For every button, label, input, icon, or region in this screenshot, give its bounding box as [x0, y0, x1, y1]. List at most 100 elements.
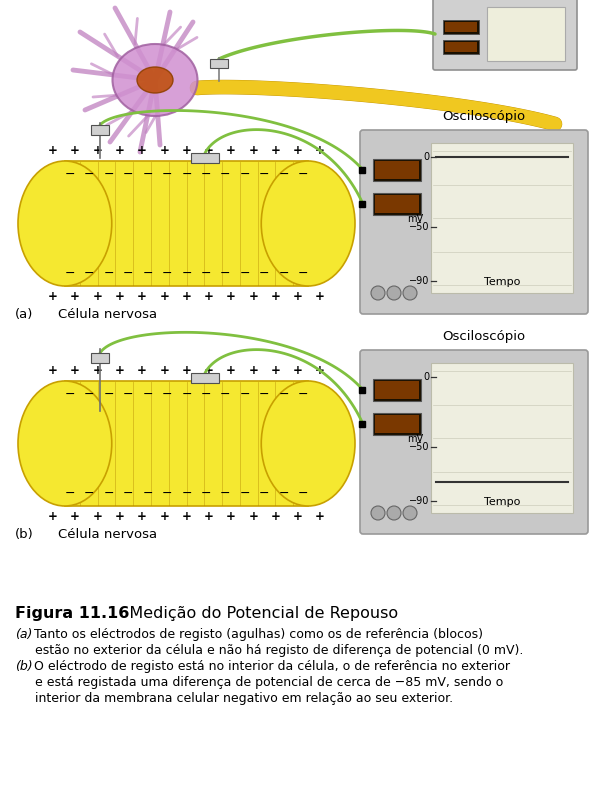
Text: +: + [271, 290, 280, 304]
Text: +: + [115, 290, 124, 304]
Bar [431, 143, 573, 293]
Text: −: − [65, 267, 75, 280]
Text: +: + [204, 364, 214, 376]
Ellipse shape [112, 44, 198, 116]
Text: +: + [293, 290, 303, 304]
Text: −: − [259, 168, 270, 181]
Text: +: + [248, 510, 258, 524]
Text: +: + [315, 143, 325, 156]
Text: −: − [298, 267, 308, 280]
Text: +: + [181, 143, 192, 156]
Text: +: + [293, 143, 303, 156]
Bar [375, 415, 419, 433]
Text: −: − [123, 168, 133, 181]
Text: +: + [115, 364, 124, 376]
Text: mV: mV [407, 214, 423, 224]
Bar [445, 22, 477, 32]
Text: +: + [137, 290, 147, 304]
Text: −: − [220, 388, 231, 401]
Text: −: − [181, 388, 192, 401]
Text: −: − [104, 487, 114, 500]
Text: −: − [65, 487, 75, 500]
Circle shape [387, 286, 401, 300]
Text: +: + [204, 290, 214, 304]
Text: −: − [84, 168, 95, 181]
Text: +: + [48, 364, 58, 376]
Text: +: + [159, 143, 169, 156]
Text: +: + [48, 510, 58, 524]
Text: O eléctrodo de registo está no interior da célula, o de referência no exterior: O eléctrodo de registo está no interior … [30, 660, 510, 673]
Text: +: + [92, 364, 102, 376]
Text: +: + [137, 364, 147, 376]
Ellipse shape [261, 161, 355, 286]
Circle shape [403, 286, 417, 300]
Bar [91, 353, 109, 363]
Text: (b): (b) [15, 528, 34, 541]
Text: +: + [181, 510, 192, 524]
Text: +: + [115, 143, 124, 156]
Text: +: + [159, 364, 169, 376]
Text: Célula nervosa: Célula nervosa [58, 308, 157, 321]
Text: +: + [248, 143, 258, 156]
Bar [210, 59, 228, 68]
Text: +: + [92, 290, 102, 304]
Ellipse shape [18, 381, 112, 506]
Text: Tempo: Tempo [484, 497, 520, 507]
Circle shape [387, 506, 401, 520]
Text: −: − [259, 487, 270, 500]
Text: −: − [142, 168, 153, 181]
Circle shape [371, 506, 385, 520]
Bar [373, 413, 421, 435]
Text: +: + [226, 143, 236, 156]
Text: −: − [298, 168, 308, 181]
Ellipse shape [18, 161, 112, 286]
Text: −: − [84, 487, 95, 500]
Text: −: − [259, 267, 270, 280]
Text: +: + [293, 510, 303, 524]
Text: −90: −90 [409, 496, 429, 506]
Text: +: + [92, 510, 102, 524]
Text: −: − [84, 388, 95, 401]
Text: +: + [226, 290, 236, 304]
Text: +: + [70, 290, 80, 304]
Text: mV: mV [407, 434, 423, 444]
Text: −: − [162, 487, 173, 500]
Text: +: + [271, 510, 280, 524]
Text: −: − [104, 267, 114, 280]
Text: −: − [278, 168, 289, 181]
Text: −: − [162, 267, 173, 280]
Text: −: − [65, 388, 75, 401]
Text: Tanto os eléctrodos de registo (agulhas) como os de referência (blocos): Tanto os eléctrodos de registo (agulhas)… [30, 628, 483, 641]
Text: −: − [162, 168, 173, 181]
Text: −: − [84, 267, 95, 280]
Bar [375, 161, 419, 179]
Bar [373, 193, 421, 215]
Text: +: + [248, 364, 258, 376]
Text: −50: −50 [409, 222, 429, 232]
Text: −90: −90 [409, 276, 429, 286]
Bar [375, 195, 419, 213]
Text: −: − [201, 487, 211, 500]
Text: 0: 0 [423, 152, 429, 162]
Text: +: + [137, 510, 147, 524]
Bar [445, 42, 477, 52]
Text: −: − [162, 388, 173, 401]
Text: −: − [278, 487, 289, 500]
Text: +: + [70, 510, 80, 524]
Text: +: + [226, 510, 236, 524]
Text: −: − [123, 388, 133, 401]
Text: −: − [65, 168, 75, 181]
Text: −50: −50 [409, 442, 429, 452]
Text: −: − [298, 487, 308, 500]
Text: +: + [181, 364, 192, 376]
Bar [65, 161, 308, 286]
Text: −: − [220, 267, 231, 280]
Text: −: − [220, 487, 231, 500]
Text: −: − [181, 267, 192, 280]
Text: −: − [240, 487, 250, 500]
Text: +: + [48, 290, 58, 304]
Text: −: − [201, 168, 211, 181]
Text: −: − [240, 267, 250, 280]
Bar [373, 159, 421, 181]
Text: Figura 11.16: Figura 11.16 [15, 606, 129, 621]
